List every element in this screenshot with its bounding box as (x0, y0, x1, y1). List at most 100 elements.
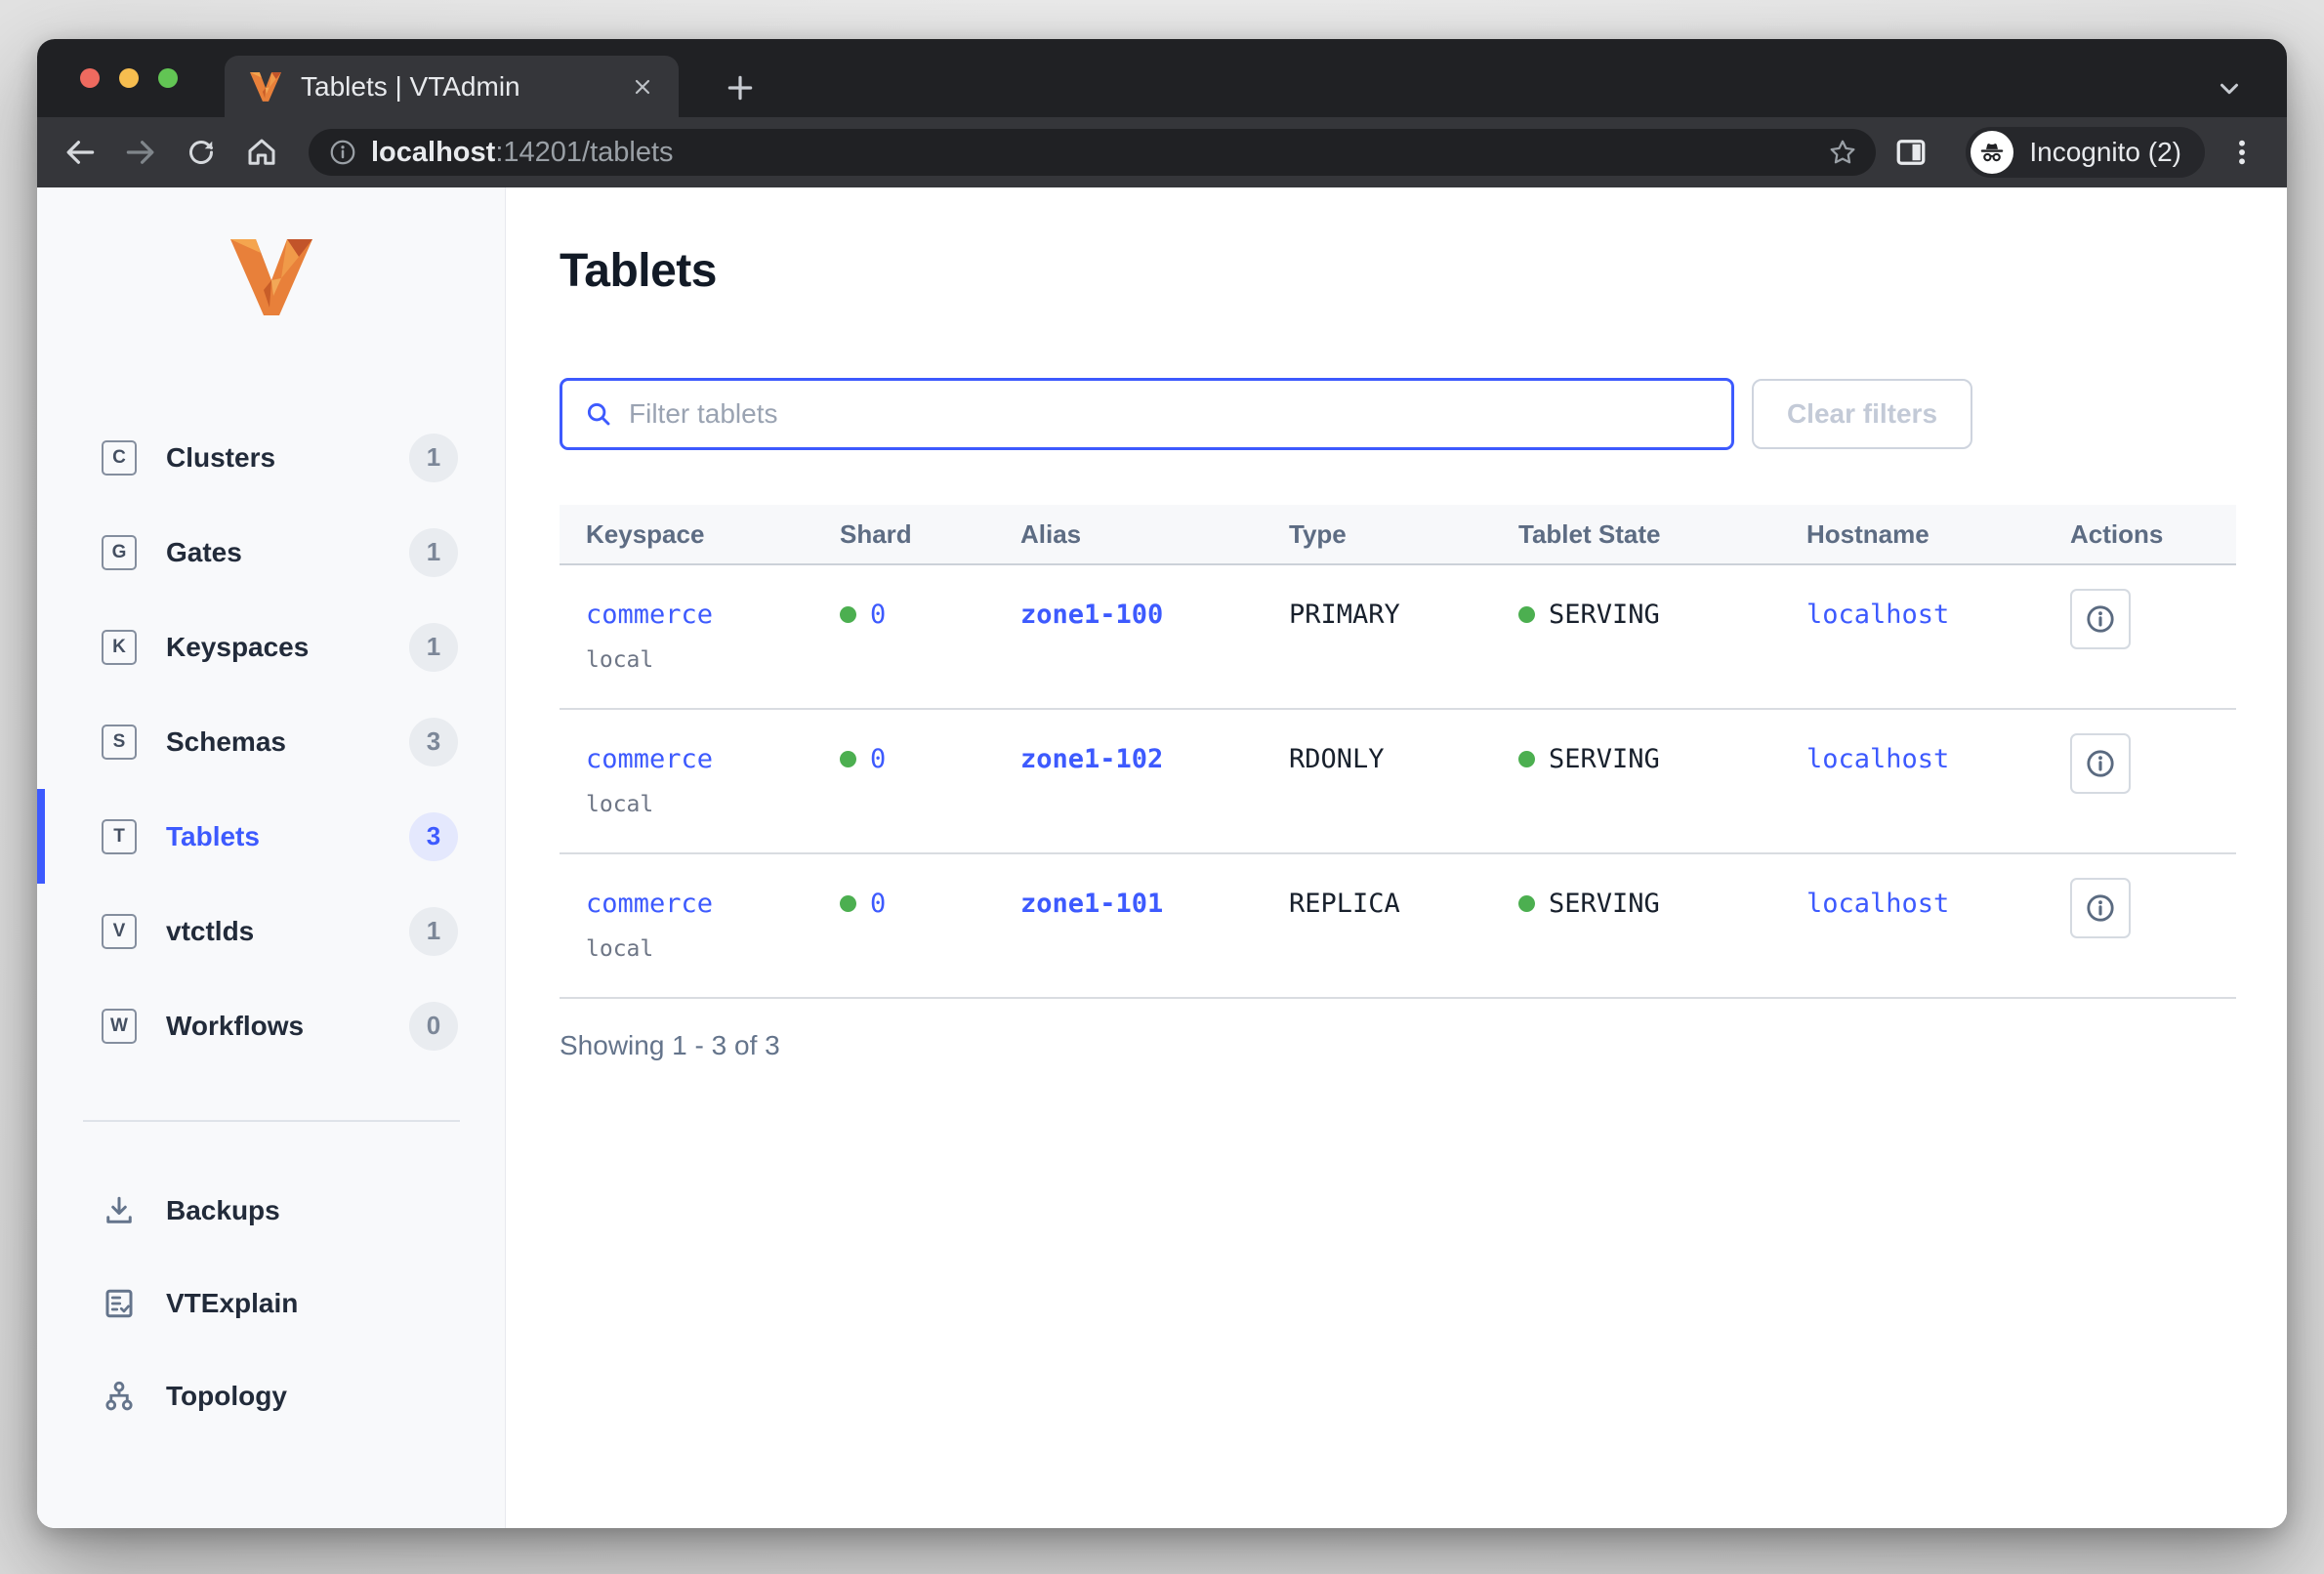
col-actions: Actions (2070, 518, 2164, 549)
tablet-type: RDONLY (1289, 743, 1385, 774)
keyspace-link[interactable]: commerce (586, 599, 714, 630)
col-alias: Alias (1020, 518, 1082, 549)
active-indicator (37, 694, 45, 789)
workflows-icon: W (102, 1008, 137, 1044)
hostname-cell: localhost (1780, 595, 2044, 673)
sidebar-item-gates[interactable]: G Gates 1 (37, 505, 505, 600)
tablet-info-button[interactable] (2070, 733, 2131, 794)
url-bar[interactable]: localhost:14201/tablets (309, 129, 1877, 176)
minimize-window-button[interactable] (119, 68, 139, 88)
keyspace-cell: commerce local (560, 884, 813, 963)
shard-serving-dot (840, 605, 856, 623)
state-cell: SERVING (1492, 595, 1780, 673)
tablet-state: SERVING (1549, 888, 1660, 919)
site-info-icon[interactable] (328, 138, 357, 167)
active-indicator (37, 978, 45, 1073)
url-host: localhost (371, 136, 496, 168)
tablet-info-button[interactable] (2070, 878, 2131, 938)
sidebar-item-keyspaces[interactable]: K Keyspaces 1 (37, 600, 505, 694)
search-icon (587, 402, 610, 426)
sidebar-item-topology[interactable]: Topology (37, 1349, 505, 1442)
sidebar-item-tablets[interactable]: T Tablets 3 (37, 789, 505, 884)
sidebar-item-clusters[interactable]: C Clusters 1 (37, 410, 505, 505)
sidebar-item-backups[interactable]: Backups (37, 1164, 505, 1257)
zoom-window-button[interactable] (158, 68, 178, 88)
active-indicator (37, 410, 45, 505)
count-badge: 1 (409, 906, 458, 956)
sidebar-item-schemas[interactable]: S Schemas 3 (37, 694, 505, 789)
sidebar-nav: C Clusters 1 G Gates 1 K Keyspaces 1 (37, 410, 505, 1073)
alias-link[interactable]: zone1-100 (1020, 599, 1164, 630)
download-icon (100, 1191, 139, 1230)
url-path: :14201/tablets (495, 136, 674, 168)
page-title: Tablets (560, 245, 717, 297)
shard-link[interactable]: 0 (870, 743, 887, 774)
url-text: localhost:14201/tablets (371, 137, 1827, 169)
reload-icon[interactable] (180, 131, 223, 174)
count-badge: 3 (409, 717, 458, 766)
filter-tablets-input[interactable] (629, 398, 1710, 430)
tab-strip: Tablets | VTAdmin (37, 39, 2287, 117)
bookmark-star-icon[interactable] (1827, 137, 1858, 168)
forward-icon[interactable] (119, 131, 162, 174)
side-panel-icon[interactable] (1889, 131, 1932, 174)
filter-box (560, 378, 1734, 450)
clear-filters-button[interactable]: Clear filters (1752, 379, 1972, 449)
tab-close-icon[interactable] (626, 70, 659, 104)
gates-icon: G (102, 534, 137, 570)
info-icon (2087, 750, 2114, 777)
table-row: commerce local 0 zone1-101 REPLICA SERVI… (560, 854, 2236, 999)
keyspace-link[interactable]: commerce (586, 888, 714, 919)
type-cell: PRIMARY (1263, 595, 1492, 673)
vitess-logo[interactable] (230, 238, 312, 316)
sidebar-item-vtexplain[interactable]: VTExplain (37, 1257, 505, 1349)
home-icon[interactable] (240, 131, 283, 174)
active-indicator (37, 505, 45, 600)
incognito-icon (1971, 131, 2014, 174)
serving-dot (1518, 750, 1535, 767)
tab-tablets[interactable]: Tablets | VTAdmin (225, 56, 679, 117)
col-type: Type (1289, 518, 1347, 549)
schemas-icon: S (102, 724, 137, 760)
sidebar-item-vtctlds[interactable]: V vtctlds 1 (37, 884, 505, 978)
browser-window: Tablets | VTAdmin localhost:14201/table (37, 39, 2287, 1528)
clusters-icon: C (102, 439, 137, 476)
topology-icon (100, 1377, 139, 1416)
col-shard: Shard (840, 518, 912, 549)
hostname-link[interactable]: localhost (1806, 599, 1950, 630)
serving-dot (1518, 894, 1535, 912)
serving-dot (1518, 605, 1535, 623)
browser-menu-icon[interactable] (2220, 131, 2263, 174)
pagination-status: Showing 1 - 3 of 3 (560, 1030, 780, 1060)
shard-link[interactable]: 0 (870, 888, 887, 919)
vtctlds-icon: V (102, 913, 137, 949)
incognito-badge: Incognito (2) (1966, 127, 2205, 178)
keyspace-cell: commerce local (560, 595, 813, 674)
close-window-button[interactable] (80, 68, 100, 88)
alias-link[interactable]: zone1-102 (1020, 743, 1164, 774)
sidebar-item-workflows[interactable]: W Workflows 0 (37, 978, 505, 1073)
shard-link[interactable]: 0 (870, 599, 887, 630)
actions-cell (2044, 589, 2236, 673)
state-cell: SERVING (1492, 739, 1780, 817)
hostname-cell: localhost (1780, 884, 2044, 962)
tablet-info-button[interactable] (2070, 589, 2131, 649)
new-tab-button[interactable] (721, 68, 760, 107)
sidebar-divider (83, 1120, 460, 1122)
keyspace-link[interactable]: commerce (586, 743, 714, 774)
tablet-state: SERVING (1549, 743, 1660, 774)
document-check-icon (100, 1284, 139, 1323)
info-icon (2087, 605, 2114, 633)
hostname-link[interactable]: localhost (1806, 888, 1950, 919)
active-indicator (37, 789, 45, 884)
shard-cell: 0 (813, 739, 994, 817)
back-icon[interactable] (59, 131, 102, 174)
tab-title: Tablets | VTAdmin (301, 70, 520, 102)
hostname-link[interactable]: localhost (1806, 743, 1950, 774)
table-header: Keyspace Shard Alias Type Tablet State H… (560, 505, 2236, 565)
count-badge: 1 (409, 433, 458, 482)
tab-search-chevron-icon[interactable] (2211, 70, 2248, 107)
alias-link[interactable]: zone1-101 (1020, 888, 1164, 919)
tablet-state: SERVING (1549, 599, 1660, 630)
vitess-logo-icon (250, 71, 281, 102)
